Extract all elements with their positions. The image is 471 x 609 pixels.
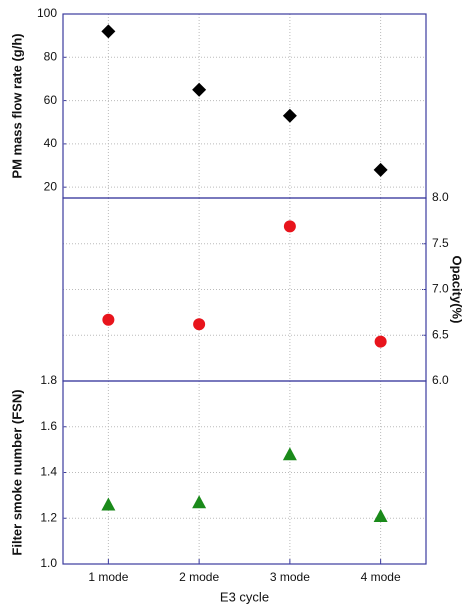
y2-tick-label: 6.0 — [432, 373, 449, 387]
point — [373, 162, 388, 177]
y2-tick-label: 7.5 — [432, 236, 449, 250]
point — [374, 335, 387, 348]
x-tick-label: 4 mode — [361, 570, 401, 584]
y-tick-label: 1.8 — [40, 373, 57, 387]
y-tick-label: 60 — [44, 93, 58, 107]
point — [282, 108, 297, 123]
point — [192, 82, 207, 97]
point — [102, 313, 115, 326]
point — [101, 497, 116, 511]
y2-tick-label: 6.5 — [432, 327, 449, 341]
y2-tick-label: 8.0 — [432, 190, 449, 204]
y-tick-label: 100 — [37, 6, 57, 20]
y-tick-label: 1.2 — [40, 510, 57, 524]
point — [282, 447, 297, 461]
x-tick-label: 2 mode — [179, 570, 219, 584]
panel-frame — [62, 380, 427, 565]
y2-tick-label: 7.0 — [432, 282, 449, 296]
point — [192, 495, 207, 509]
point — [193, 318, 206, 331]
y-tick-label: 80 — [44, 49, 58, 63]
point — [101, 24, 116, 39]
y-tick-label: 20 — [44, 179, 58, 193]
x-tick-label: 3 mode — [270, 570, 310, 584]
panel-frame — [62, 13, 427, 199]
y-tick-label: 1.0 — [40, 556, 57, 570]
point — [283, 220, 296, 233]
y-tick-label: 1.4 — [40, 465, 57, 479]
y2-axis-label: Opacity(%) — [450, 256, 465, 324]
y-axis-label: PM mass flow rate (g/h) — [9, 33, 24, 178]
x-tick-label: 1 mode — [88, 570, 128, 584]
x-axis-label: E3 cycle — [220, 589, 269, 604]
y-tick-label: 40 — [44, 136, 58, 150]
point — [373, 508, 388, 522]
y-tick-label: 1.6 — [40, 419, 57, 433]
y-axis-label: Filter smoke number (FSN) — [9, 389, 24, 555]
